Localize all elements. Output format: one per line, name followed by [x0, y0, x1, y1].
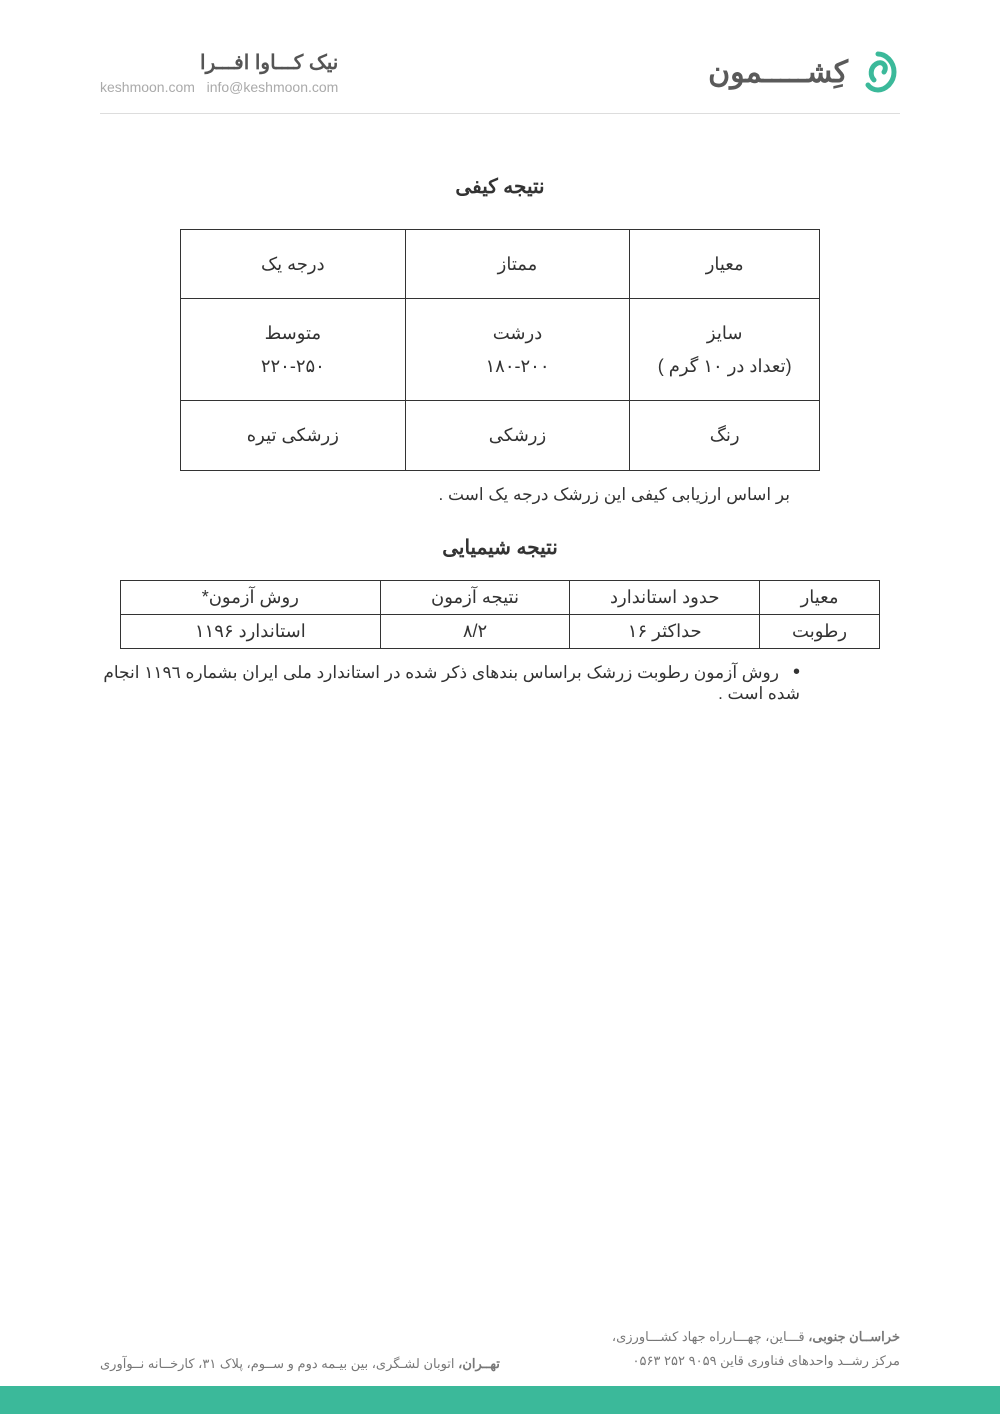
- contact-line: keshmoon.com info@keshmoon.com: [100, 79, 338, 95]
- table-row: رطوبت حداکثر ۱۶ ٨/٢ استاندارد ۱۱۹۶: [121, 614, 880, 648]
- header-cell: معیار: [760, 580, 880, 614]
- cell: زرشکی تیره: [181, 401, 406, 470]
- header-cell: درجه یک: [181, 230, 406, 299]
- addr-rest: اتوبان لشـگری، بین بیـمه دوم و ســوم، پل…: [100, 1356, 455, 1371]
- header-cell: روش آزمون*: [121, 580, 381, 614]
- brand-block: کِشـــــمون: [708, 50, 900, 94]
- cell-sub: ۱۸۰-۲۰۰: [485, 356, 549, 376]
- cell: استاندارد ۱۱۹۶: [121, 614, 381, 648]
- page-footer: خراســان جنوبی، قـــاین، چهـــارراه جهاد…: [0, 1325, 1000, 1414]
- addr-rest: قـــاین، چهـــارراه جهاد کشـــاورزی،: [612, 1329, 805, 1344]
- cell-sub: (تعداد در ۱۰ گرم ): [658, 356, 792, 376]
- chemical-table: معیار حدود استاندارد نتیجه آزمون روش آزم…: [120, 580, 880, 649]
- cell-main: درشت: [493, 323, 542, 343]
- cell: حداکثر ۱۶: [570, 614, 760, 648]
- cell-sub: ۲۲۰-۲۵۰: [261, 356, 325, 376]
- addr-label: خراســان جنوبی،: [808, 1329, 900, 1344]
- cell: رطوبت: [760, 614, 880, 648]
- footer-bar: [0, 1386, 1000, 1414]
- footer-addresses: خراســان جنوبی، قـــاین، چهـــارراه جهاد…: [0, 1325, 1000, 1386]
- header-cell: ممتاز: [405, 230, 630, 299]
- cell: ٨/٢: [380, 614, 570, 648]
- chemical-title: نتیجه شیمیایی: [100, 535, 900, 560]
- addr-label: تهــران،: [458, 1356, 500, 1371]
- quality-note: بر اساس ارزیابی کیفی این زرشک درجه یک اس…: [100, 485, 790, 505]
- table-row: معیار حدود استاندارد نتیجه آزمون روش آزم…: [121, 580, 880, 614]
- header-cell: معیار: [630, 230, 820, 299]
- page-header: کِشـــــمون نیک کـــاوا افـــرا keshmoon…: [100, 50, 900, 114]
- brand-logo-icon: [856, 50, 900, 94]
- table-row: معیار ممتاز درجه یک: [181, 230, 820, 299]
- table-row: رنگ زرشکی زرشکی تیره: [181, 401, 820, 470]
- cell: رنگ: [630, 401, 820, 470]
- cell: درشت ۱۸۰-۲۰۰: [405, 299, 630, 401]
- cell: سایز (تعداد در ۱۰ گرم ): [630, 299, 820, 401]
- email: info@keshmoon.com: [207, 79, 339, 95]
- company-block: نیک کـــاوا افـــرا keshmoon.com info@ke…: [100, 50, 338, 95]
- address-south-khorasan: خراســان جنوبی، قـــاین، چهـــارراه جهاد…: [612, 1325, 900, 1372]
- table-row: سایز (تعداد در ۱۰ گرم ) درشت ۱۸۰-۲۰۰ متو…: [181, 299, 820, 401]
- header-cell: نتیجه آزمون: [380, 580, 570, 614]
- quality-table: معیار ممتاز درجه یک سایز (تعداد در ۱۰ گر…: [180, 229, 820, 471]
- company-name: نیک کـــاوا افـــرا: [100, 50, 338, 75]
- header-cell: حدود استاندارد: [570, 580, 760, 614]
- quality-title: نتیجه کیفی: [100, 174, 900, 199]
- website: keshmoon.com: [100, 79, 195, 95]
- cell: زرشکی: [405, 401, 630, 470]
- cell: متوسط ۲۲۰-۲۵۰: [181, 299, 406, 401]
- addr-line2: مرکز رشــد واحدهای فناوری قاین ۹۰۵۹ ۲۵۲ …: [632, 1353, 900, 1368]
- cell-main: متوسط: [265, 323, 322, 343]
- chemical-bullet: روش آزمون رطوبت زرشک براساس بندهای ذکر ش…: [100, 661, 800, 704]
- cell-main: سایز: [707, 323, 743, 343]
- brand-name: کِشـــــمون: [708, 55, 848, 90]
- address-tehran: تهــران، اتوبان لشـگری، بین بیـمه دوم و …: [100, 1356, 500, 1372]
